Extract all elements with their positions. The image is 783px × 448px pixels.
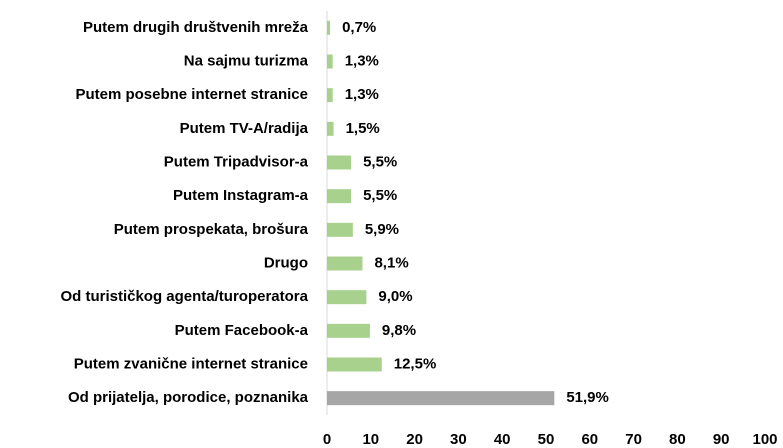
x-tick-label: 70	[625, 431, 642, 448]
y-tick-label: Putem Facebook-a	[175, 322, 309, 339]
data-label: 9,8%	[382, 322, 416, 339]
x-tick-label: 30	[450, 431, 467, 448]
data-label: 5,9%	[365, 221, 399, 238]
data-label: 5,5%	[363, 153, 397, 170]
x-tick-label: 10	[362, 431, 379, 448]
bar	[327, 189, 352, 204]
x-tick-label: 20	[406, 431, 423, 448]
bar	[327, 54, 333, 69]
x-tick-label: 60	[581, 431, 598, 448]
data-label: 9,0%	[378, 288, 412, 305]
bar	[327, 222, 353, 237]
bar	[327, 121, 334, 136]
bar	[327, 391, 555, 406]
y-tick-label: Putem drugih društvenih mreža	[83, 19, 309, 36]
y-tick-label: Od turističkog agenta/turoperatora	[60, 288, 308, 305]
x-tick-label: 0	[323, 431, 331, 448]
data-label: 1,5%	[346, 120, 380, 137]
y-tick-label: Na sajmu turizma	[184, 52, 309, 69]
bar	[327, 357, 382, 372]
bar	[327, 290, 367, 305]
y-tick-label: Putem Instagram-a	[173, 187, 309, 204]
bar	[327, 88, 333, 103]
y-tick-label: Putem posebne internet stranice	[75, 86, 308, 103]
y-tick-label: Drugo	[264, 254, 308, 271]
data-label: 8,1%	[374, 254, 408, 271]
bar	[327, 20, 331, 35]
data-label: 5,5%	[363, 187, 397, 204]
data-label: 12,5%	[394, 355, 437, 372]
y-tick-label: Od prijatelja, porodice, poznanika	[68, 389, 309, 406]
data-label: 1,3%	[345, 86, 379, 103]
x-tick-label: 40	[494, 431, 511, 448]
y-tick-label: Putem zvanične internet stranice	[74, 355, 308, 372]
bar	[327, 323, 370, 338]
bar	[327, 155, 352, 170]
data-label: 0,7%	[342, 19, 376, 36]
y-tick-label: Putem prospekata, brošura	[114, 221, 309, 238]
bar	[327, 256, 363, 271]
y-tick-label: Putem TV-A/radija	[180, 120, 309, 137]
x-tick-label: 90	[713, 431, 730, 448]
x-tick-label: 100	[752, 431, 777, 448]
x-tick-label: 80	[669, 431, 686, 448]
data-label: 1,3%	[345, 52, 379, 69]
y-tick-label: Putem Tripadvisor-a	[164, 153, 309, 170]
data-label: 51,9%	[566, 389, 609, 406]
x-tick-label: 50	[538, 431, 555, 448]
